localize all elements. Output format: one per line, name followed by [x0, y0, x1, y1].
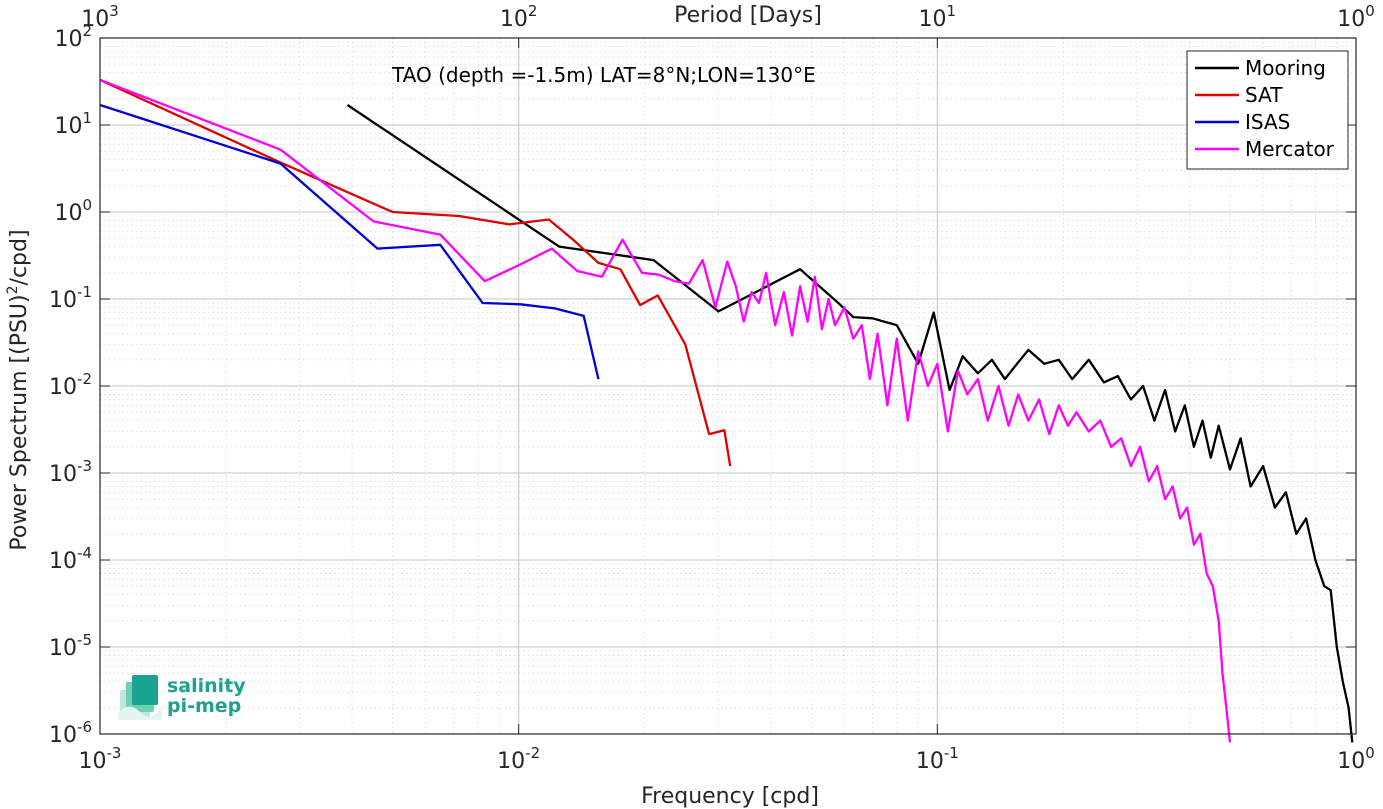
y-tick-label-exponent: -1: [77, 283, 92, 301]
y-tick-label-base: 10: [49, 462, 77, 487]
series-layer: [99, 78, 1354, 743]
x-tick-label-base: 10: [916, 749, 944, 774]
tick-marks: [99, 37, 1357, 735]
logo-wave-icon: [118, 675, 162, 720]
y-tick-label-exponent: -6: [77, 718, 92, 736]
y-axis-label-base: Power Spectrum [(PSU): [7, 294, 32, 550]
y-tick-label-base: 10: [49, 549, 77, 574]
y-tick-label-base: 10: [49, 723, 77, 748]
y-tick-label-exponent: -3: [77, 457, 92, 475]
y-tick-label: 10-6: [49, 718, 92, 748]
y-tick-label: 101: [54, 109, 92, 139]
y-tick-label-exponent: 1: [82, 109, 92, 127]
x-tick-label-exponent: 0: [1365, 744, 1375, 762]
y-tick-label-base: 10: [49, 375, 77, 400]
top-tick-label: 102: [500, 2, 538, 32]
top-tick-label: 100: [1337, 2, 1375, 32]
x-tick-label: 10-3: [79, 744, 122, 774]
major-grid: [99, 37, 1357, 735]
y-tick-label-base: 10: [49, 288, 77, 313]
y-tick-label-exponent: 0: [82, 196, 92, 214]
y-tick-label-exponent: 2: [82, 22, 92, 40]
top-tick-label-exponent: 3: [109, 2, 119, 20]
x-tick-label-base: 10: [1337, 749, 1365, 774]
x-tick-label-base: 10: [497, 749, 525, 774]
series-line-mercator: [99, 78, 1232, 743]
y-tick-label-base: 10: [49, 636, 77, 661]
y-axis-label-sup: 2: [5, 285, 21, 294]
y-axis-label-end: /cpd]: [7, 229, 32, 285]
top-tick-label: 103: [81, 2, 119, 32]
y-tick-label: 10-1: [49, 283, 92, 313]
y-tick-label: 10-5: [49, 631, 92, 661]
y-axis-label: Power Spectrum [(PSU)2/cpd]: [5, 229, 32, 550]
x-tick-label: 10-2: [497, 744, 540, 774]
x-tick-label-base: 10: [79, 749, 107, 774]
y-tick-label-base: 10: [54, 27, 82, 52]
y-tick-label-exponent: -4: [77, 544, 92, 562]
x-tick-label-exponent: -1: [944, 744, 959, 762]
legend-label-sat: SAT: [1245, 83, 1283, 107]
y-tick-label: 10-4: [49, 544, 92, 574]
series-line-isas: [99, 103, 600, 380]
y-tick-label: 102: [54, 22, 92, 52]
top-tick-label-base: 10: [81, 7, 109, 32]
top-tick-label-exponent: 2: [528, 2, 538, 20]
chart-annotation: TAO (depth =-1.5m) LAT=8°N;LON=130°E: [391, 63, 816, 87]
top-tick-label-base: 10: [500, 7, 528, 32]
series-line-mooring: [346, 104, 1354, 743]
top-tick-label-base: 10: [919, 7, 947, 32]
top-axis-label: Period [Days]: [674, 3, 822, 28]
x-tick-label-exponent: -2: [525, 744, 540, 762]
legend-label-isas: ISAS: [1245, 110, 1290, 134]
y-tick-label-base: 10: [54, 114, 82, 139]
series-line-sat: [99, 78, 732, 467]
y-tick-label-exponent: -5: [77, 631, 92, 649]
y-tick-label-base: 10: [54, 201, 82, 226]
legend-label-mooring: Mooring: [1245, 56, 1326, 80]
x-tick-label-exponent: -3: [107, 744, 122, 762]
y-tick-label: 10-3: [49, 457, 92, 487]
x-tick-label: 10-1: [916, 744, 959, 774]
y-tick-label-exponent: -2: [77, 370, 92, 388]
top-tick-label-base: 10: [1337, 7, 1365, 32]
top-tick-label-exponent: 0: [1365, 2, 1375, 20]
x-tick-label: 100: [1337, 744, 1375, 774]
top-tick-label-exponent: 1: [947, 2, 957, 20]
logo-text-salinity: salinity: [167, 675, 246, 697]
y-tick-label: 10-2: [49, 370, 92, 400]
legend: Mooring SAT ISAS Mercator: [1186, 50, 1349, 170]
salinity-pi-mep-logo: salinity pi-mep: [118, 675, 246, 720]
y-tick-label: 100: [54, 196, 92, 226]
logo-text-pi-mep: pi-mep: [167, 695, 241, 717]
top-tick-label: 101: [919, 2, 957, 32]
x-axis-label: Frequency [cpd]: [641, 784, 819, 809]
legend-label-mercator: Mercator: [1245, 137, 1335, 161]
